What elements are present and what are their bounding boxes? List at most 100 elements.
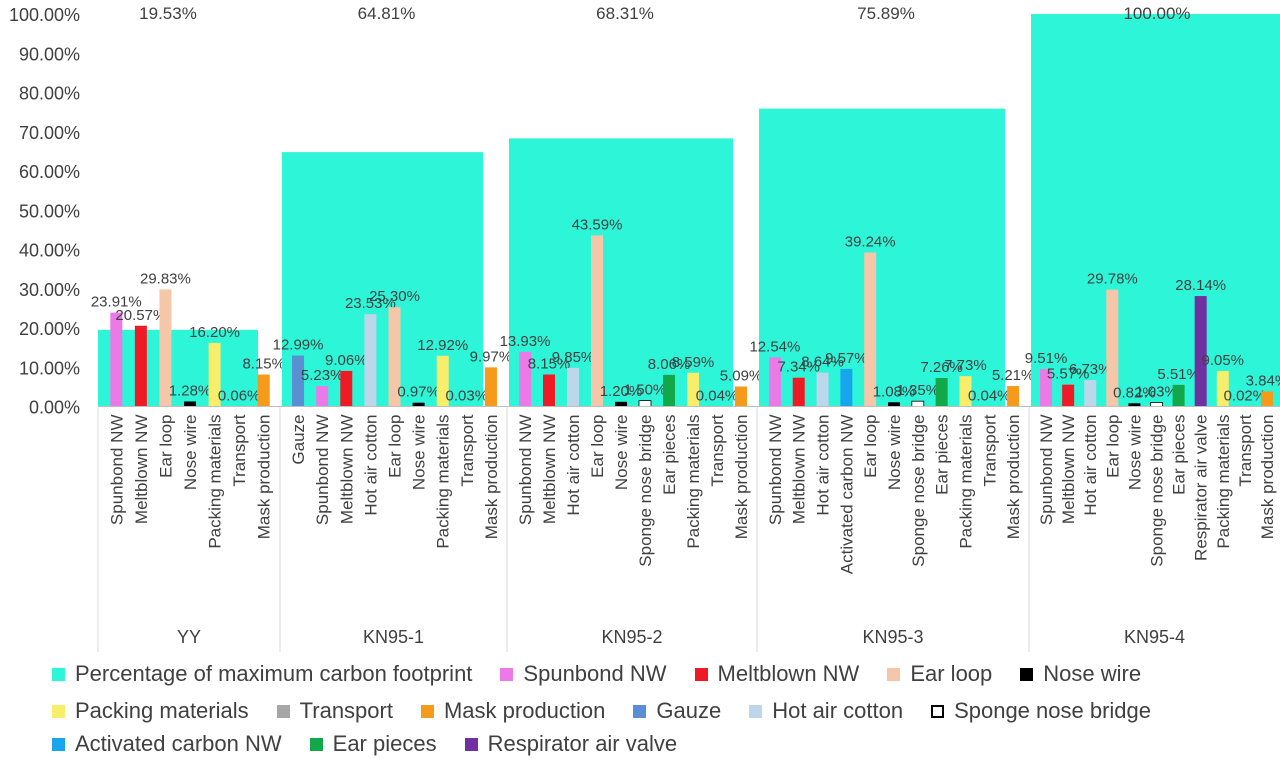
y-tick-label: 80.00%: [19, 84, 80, 104]
bar-mask-production: [257, 374, 270, 407]
x-tick-label: Meltblown NW: [790, 415, 809, 525]
background-bar-label: 68.31%: [596, 4, 654, 23]
bar-value-label: 0.04%: [696, 387, 739, 404]
legend-item: Transport: [276, 698, 393, 724]
bar-ear-pieces: [935, 378, 948, 407]
x-tick-label: Ear loop: [156, 415, 175, 478]
x-tick-label: Ear loop: [386, 415, 405, 478]
bar-packing-materials: [687, 372, 699, 407]
legend-row: Activated carbon NW Ear pieces Respirator …: [52, 729, 1280, 759]
bar-value-label: 0.06%: [218, 387, 261, 404]
x-tick-label: Sponge nose bridge: [1148, 415, 1167, 567]
bar-value-label: 9.97%: [470, 348, 513, 365]
legend-label: Percentage of maximum carbon footprint: [75, 661, 473, 686]
legend-swatch: [420, 704, 434, 718]
bar-value-label: 9.06%: [325, 352, 368, 369]
bar-value-label: 6.73%: [1069, 361, 1112, 378]
group-label: KN95-3: [862, 627, 923, 647]
x-tick-label: Spunbond NW: [766, 415, 785, 526]
x-tick-label: Mask production: [1258, 415, 1277, 540]
bar-spunbond-nw: [768, 357, 781, 407]
legend-item: Activated carbon NW: [52, 731, 282, 757]
bar-value-label: 8.15%: [242, 356, 285, 373]
chart-legend: Percentage of maximum carbon footprint Sp…: [52, 655, 1280, 759]
bar-ear-loop: [864, 252, 877, 407]
bar-packing-materials: [436, 355, 449, 407]
bar-respirator-air-valve: [1194, 296, 1207, 407]
bar-value-label: 0.03%: [446, 387, 489, 404]
legend-label: Ear loop: [910, 661, 993, 686]
bar-meltblown-nw: [792, 377, 805, 407]
bar-value-label: 5.09%: [720, 368, 763, 385]
bar-value-label: 12.54%: [749, 338, 800, 355]
bar-value-label: 8.15%: [528, 356, 571, 373]
legend-item: Sponge nose bridge: [931, 698, 1151, 724]
bar-value-label: 1.03%: [1135, 383, 1178, 400]
bar-ear-pieces: [663, 374, 675, 407]
x-tick-label: Hot air cotton: [361, 415, 380, 516]
x-tick-label: Spunbond NW: [516, 415, 535, 526]
legend-item: Hot air cotton: [749, 698, 903, 724]
legend-label: Respirator air valve: [487, 731, 678, 756]
legend-swatch: [633, 704, 647, 718]
bar-meltblown-nw: [134, 325, 147, 407]
legend-label: Activated carbon NW: [75, 731, 282, 756]
legend-item: Gauze: [633, 698, 721, 724]
background-bar-kn95-1: [282, 152, 483, 407]
x-tick-label: Mask production: [1004, 415, 1023, 540]
bar-spunbond-nw: [519, 351, 531, 407]
bar-value-label: 5.51%: [1157, 366, 1200, 383]
legend-label: Meltblown NW: [717, 661, 860, 686]
x-tick-label: Spunbond NW: [1037, 415, 1056, 526]
y-tick-label: 40.00%: [19, 241, 80, 261]
bar-value-label: 9.85%: [552, 349, 595, 366]
bar-value-label: 12.92%: [417, 337, 468, 354]
legend-swatch: [1020, 667, 1034, 681]
bar-value-label: 9.05%: [1201, 352, 1244, 369]
bar-value-label: 5.23%: [301, 367, 344, 384]
legend-swatch: [887, 667, 901, 681]
group-label: KN95-1: [363, 627, 424, 647]
x-tick-label: Mask production: [255, 415, 274, 540]
bar-spunbond-nw: [110, 312, 123, 407]
x-tick-label: Sponge nose bridge: [636, 415, 655, 567]
bar-value-label: 29.83%: [140, 270, 191, 287]
bar-value-label: 16.20%: [189, 324, 240, 341]
bar-nose-wire: [184, 401, 196, 407]
bar-hot-air-cotton: [1084, 380, 1097, 407]
legend-item: Nose wire: [1020, 661, 1141, 687]
bar-value-label: 0.97%: [397, 384, 440, 401]
x-tick-label: Ear loop: [1103, 415, 1122, 478]
legend-label: Hot air cotton: [772, 698, 904, 723]
legend-swatch: [749, 704, 763, 718]
bar-value-label: 7.73%: [944, 357, 987, 374]
y-tick-label: 50.00%: [19, 201, 80, 221]
x-tick-label: Hot air cotton: [814, 415, 833, 516]
bar-value-label: 8.64%: [801, 354, 844, 371]
legend-label: Transport: [299, 698, 393, 723]
bar-nose-wire: [615, 401, 627, 407]
bar-meltblown-nw: [340, 370, 353, 407]
background-bar-label: 19.53%: [139, 4, 197, 23]
x-tick-label: Mask production: [482, 415, 501, 540]
carbon-footprint-chart: 0.00% 10.00% 20.00% 30.00% 40.00% 50.00% 60.00…: [9, 4, 1280, 652]
x-tick-label: Meltblown NW: [132, 415, 151, 525]
x-tick-label: Ear pieces: [1170, 415, 1189, 495]
x-tick-label: Packing materials: [206, 415, 225, 549]
x-tick-label: Sponge nose bridge: [909, 415, 928, 567]
x-tick-label: Transport: [708, 414, 727, 486]
background-bar-kn95-3: [759, 108, 1005, 407]
legend-swatch: [52, 704, 65, 718]
bar-hot-air-cotton: [816, 372, 829, 407]
bar-value-label: 25.30%: [369, 288, 420, 305]
legend-swatch: [500, 667, 514, 681]
x-tick-label: Transport: [230, 414, 249, 486]
bar-nose-wire: [412, 402, 425, 407]
x-tick-label: Ear pieces: [660, 415, 679, 495]
bar-mask-production: [1007, 386, 1020, 407]
bar-value-label: 8.59%: [672, 354, 715, 371]
legend-label: Gauze: [656, 698, 722, 723]
legend-item: Ear loop: [887, 661, 992, 687]
y-tick-label: 60.00%: [19, 162, 80, 182]
x-tick-label: Nose wire: [410, 415, 429, 491]
